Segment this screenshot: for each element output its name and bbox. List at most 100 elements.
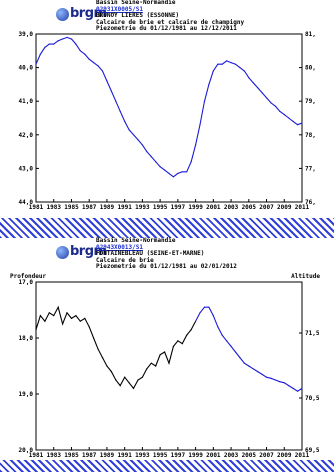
x-tick-label: 1995: [153, 452, 168, 459]
y-tick-label-right: 77,: [305, 165, 316, 172]
data-point: [159, 354, 161, 356]
data-point: [97, 348, 99, 350]
data-point: [155, 365, 157, 367]
data-point: [128, 382, 130, 384]
y-tick-label-right: 71,5: [305, 330, 320, 337]
data-point: [199, 124, 201, 126]
chart-header-2: brgm Bassin Seine-Normandie 02943X0013/S1…: [0, 237, 334, 270]
data-point: [186, 334, 188, 336]
data-point: [115, 379, 117, 381]
data-point: [252, 368, 254, 370]
y-tick-label: 40,0: [19, 65, 34, 72]
data-point: [168, 362, 170, 364]
brgm-logo: brgm: [56, 240, 107, 266]
data-point: [301, 122, 303, 124]
data-point: [57, 306, 59, 308]
basin-name: Bassin Seine-Normandie: [96, 237, 176, 244]
plot-area-1: Profondeur Altitu 39,0 40,0 41,0 42,0 43,0 44,0…: [0, 30, 334, 218]
chart-panel-2: brgm Bassin Seine-Normandie 02943X0013/S1…: [0, 237, 334, 460]
data-point: [230, 62, 232, 64]
x-tick-label: 1987: [82, 452, 97, 459]
station-code[interactable]: 02931X0005/S1: [96, 5, 143, 13]
data-point: [70, 317, 73, 319]
x-tick-label: 1997: [171, 452, 186, 459]
aquifer-name: Calcaire de brie et calcaire de champign…: [96, 18, 245, 26]
data-point: [221, 63, 223, 65]
x-tick-label: 2005: [242, 452, 257, 459]
data-point: [101, 357, 104, 359]
data-point: [44, 46, 46, 48]
brgm-wordmark: brgm: [70, 244, 107, 259]
data-point: [146, 151, 148, 153]
x-tick-label: 1991: [117, 204, 132, 211]
data-point: [270, 102, 272, 104]
brgm-logo: brgm: [56, 2, 107, 28]
y-tick-label-right: 69,5: [305, 447, 320, 454]
data-point: [79, 50, 81, 52]
data-point: [53, 315, 55, 317]
data-point: [132, 387, 135, 389]
data-point: [93, 337, 95, 339]
plot-area-2: Profondeur Altitude 17,0 18,0 19,0 20,0 71,5 70…: [0, 268, 334, 460]
x-tick-label: 2005: [242, 204, 257, 211]
data-point: [239, 357, 241, 359]
x-tick-label: 1993: [135, 452, 150, 459]
basin-name: Bassin Seine-Normandie: [96, 0, 176, 6]
data-point: [257, 371, 259, 373]
data-point: [208, 83, 210, 85]
data-point: [62, 38, 64, 40]
y-axis-title-left: Profondeur: [10, 30, 47, 32]
data-point: [97, 65, 99, 67]
x-tick-label: 2003: [224, 452, 239, 459]
chart-titles-1: Bassin Seine-Normandie 02931X0005/S1 BRUNO…: [96, 0, 244, 33]
data-point: [150, 156, 152, 158]
x-tick-label: 1981: [29, 452, 44, 459]
data-point: [146, 368, 148, 370]
data-point: [35, 63, 37, 65]
data-point: [88, 326, 90, 328]
chart-svg-1: Profondeur Altitu 39,0 40,0 41,0 42,0 43,0 44,0…: [10, 30, 320, 211]
data-point: [132, 134, 135, 136]
x-tick-label: 1995: [153, 204, 168, 211]
y-axis-title-right: Altitu: [298, 30, 320, 32]
chart-header-1: brgm Bassin Seine-Normandie 02931X0005/S1…: [0, 0, 334, 33]
data-point: [79, 320, 81, 322]
data-point: [75, 315, 77, 317]
data-point: [115, 100, 117, 102]
data-point: [301, 387, 303, 389]
data-point: [164, 169, 166, 171]
data-point: [155, 161, 157, 163]
y-tick-label-right: 70,5: [305, 395, 320, 402]
y-axis-title-left: Profondeur: [10, 273, 47, 280]
data-point: [106, 80, 108, 82]
data-point: [84, 317, 86, 319]
x-tick-label: 1981: [29, 204, 44, 211]
y-tick-label-right: 81,: [305, 31, 316, 38]
data-point: [168, 172, 170, 174]
data-point: [141, 144, 143, 146]
y-tick-label: 20,0: [19, 447, 34, 454]
x-tick-label: 1985: [64, 452, 79, 459]
data-point: [203, 100, 206, 102]
data-point: [66, 312, 68, 314]
x-tick-label: 1989: [100, 452, 115, 459]
x-tick-label: 1991: [117, 452, 132, 459]
data-point: [195, 144, 197, 146]
x-tick-label: 1999: [188, 204, 203, 211]
x-tick-label: 1983: [47, 204, 62, 211]
y-axis-title-right: Altitude: [291, 273, 320, 280]
data-point: [297, 124, 299, 126]
x-tick-label: 2011: [295, 204, 310, 211]
x-tick-label: 2007: [259, 452, 274, 459]
y-tick-label: 42,0: [19, 132, 34, 139]
data-point: [212, 315, 214, 317]
data-point: [283, 382, 285, 384]
data-point: [279, 381, 281, 383]
data-point: [243, 362, 245, 364]
station-code[interactable]: 02943X0013/S1: [96, 243, 143, 251]
data-point: [239, 67, 241, 69]
y-tick-label: 17,0: [19, 279, 34, 286]
data-point: [150, 362, 152, 364]
data-point: [279, 110, 281, 112]
x-tick-label: 2003: [224, 204, 239, 211]
